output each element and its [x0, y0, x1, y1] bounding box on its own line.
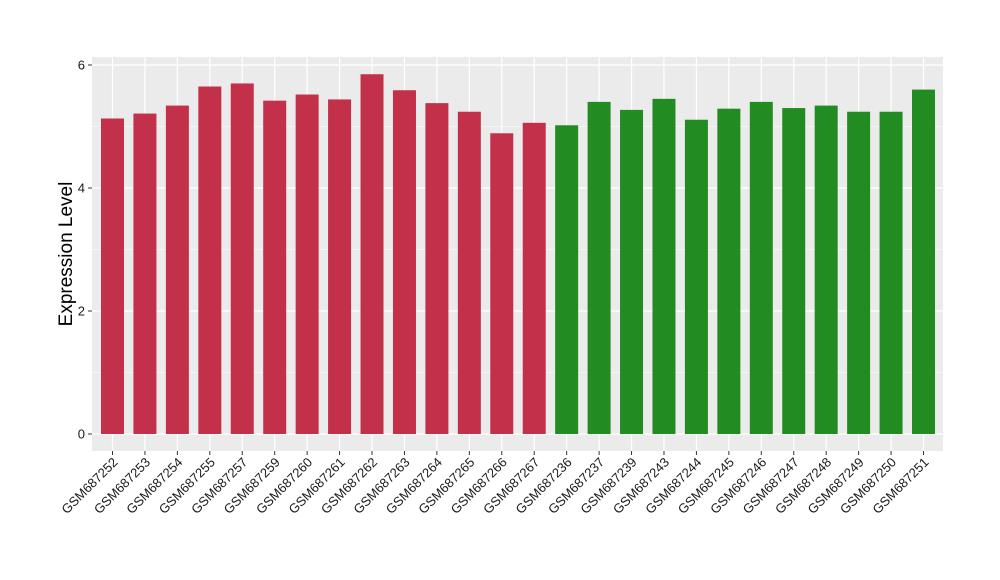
bar-GSM687262 — [360, 74, 384, 434]
bar-GSM687250 — [879, 111, 903, 435]
x-axis: GSM687252GSM687253GSM687254GSM687255GSM6… — [58, 451, 932, 517]
y-axis-title: Expression Level — [56, 182, 77, 327]
bar-GSM687265 — [457, 111, 481, 435]
bar-GSM687236 — [555, 125, 579, 435]
bar-GSM687237 — [587, 101, 611, 435]
bar-GSM687249 — [847, 111, 871, 435]
bar-GSM687244 — [684, 119, 708, 434]
bar-GSM687245 — [717, 108, 741, 435]
bar-GSM687243 — [652, 98, 676, 434]
y-tick-label: 4 — [78, 181, 85, 196]
bar-GSM687259 — [263, 100, 287, 435]
bar-GSM687267 — [522, 122, 546, 434]
bar-GSM687260 — [295, 94, 319, 435]
bar-GSM687255 — [198, 86, 222, 435]
bar-GSM687264 — [425, 103, 449, 434]
bar-GSM687253 — [133, 113, 157, 434]
y-axis: 0 2 4 6 — [78, 58, 92, 442]
bars — [101, 74, 935, 435]
bar-GSM687252 — [101, 118, 124, 434]
bar-GSM687247 — [782, 108, 806, 435]
bar-GSM687266 — [490, 133, 514, 434]
bar-GSM687251 — [912, 89, 935, 434]
y-tick-label: 2 — [78, 304, 85, 319]
bar-GSM687261 — [328, 99, 352, 434]
bar-GSM687246 — [749, 101, 773, 435]
y-tick-label: 0 — [78, 427, 85, 442]
bar-GSM687239 — [620, 109, 644, 435]
bar-GSM687263 — [392, 90, 416, 434]
bar-GSM687254 — [165, 105, 189, 434]
bar-GSM687257 — [230, 83, 254, 434]
y-tick-label: 6 — [78, 58, 85, 73]
bar-GSM687248 — [814, 105, 838, 434]
